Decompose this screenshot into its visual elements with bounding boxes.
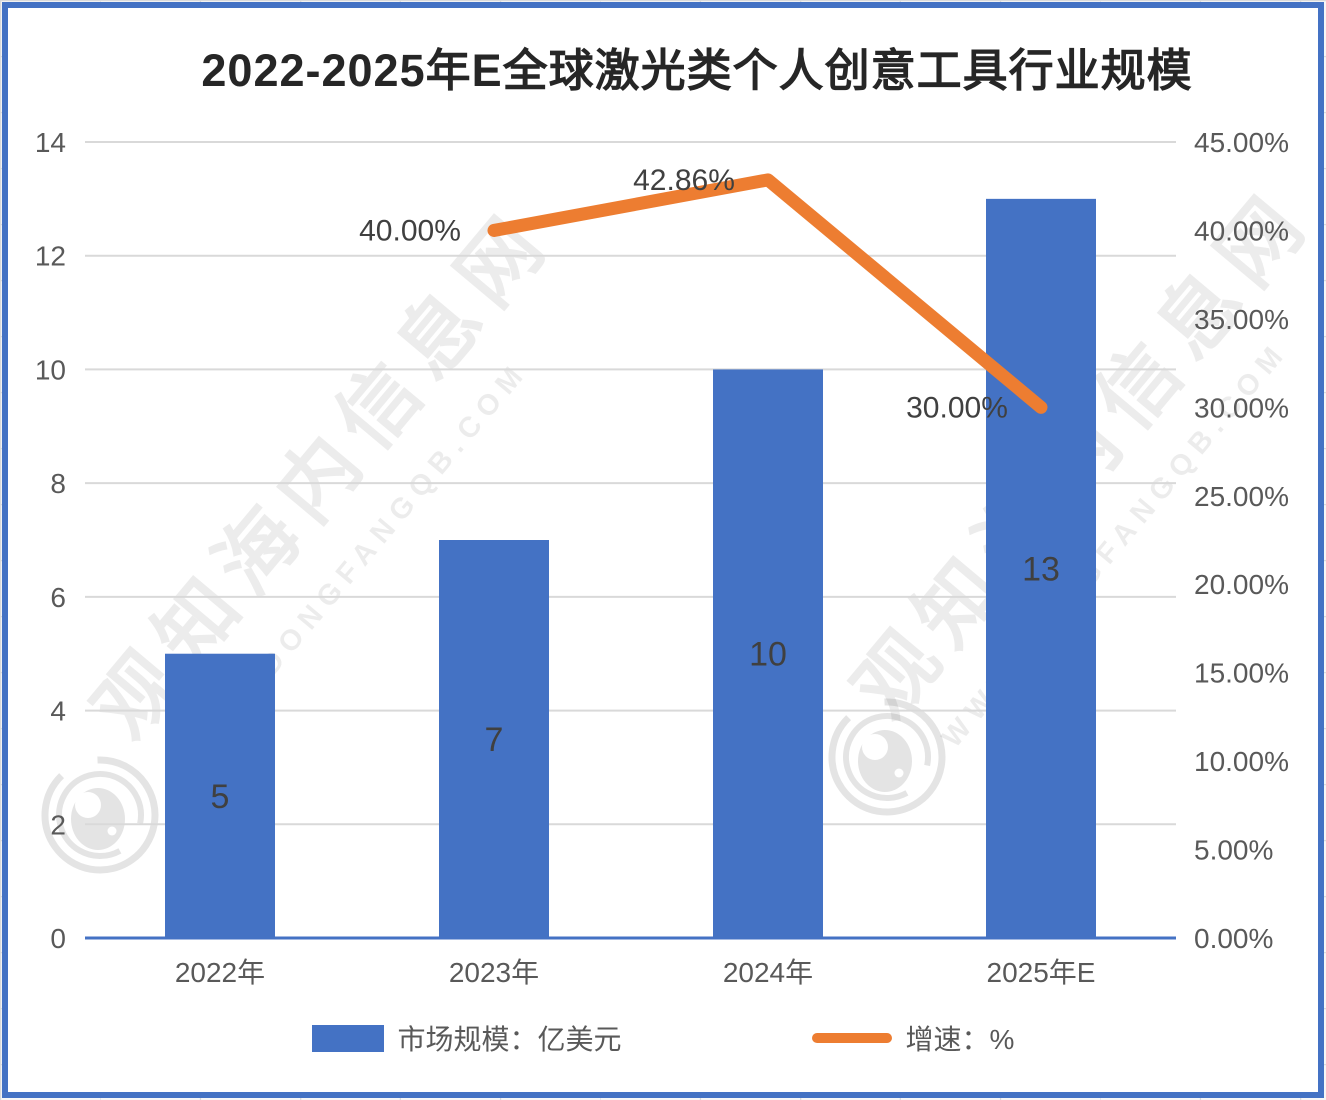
y-right-tick-label: 20.00% (1194, 569, 1289, 600)
y-right-tick-label: 35.00% (1194, 304, 1289, 335)
chart-title: 2022-2025年E全球激光类个人创意工具行业规模 (201, 45, 1193, 96)
y-left-tick-label: 2 (50, 809, 66, 840)
y-left-tick-label: 0 (50, 923, 66, 954)
line-data-label: 42.86% (633, 164, 735, 197)
legend-item-growth-rate: 增速：% (811, 1018, 1015, 1058)
bar-data-label: 7 (485, 721, 504, 759)
x-tick-label: 2025年E (987, 957, 1096, 988)
y-left-tick-label: 12 (35, 241, 66, 272)
bar-data-label: 10 (749, 636, 787, 674)
bar-2025年E (986, 198, 1096, 938)
line-data-label: 40.00% (359, 214, 461, 247)
x-tick-label: 2023年 (449, 957, 539, 988)
y-right-tick-label: 45.00% (1194, 127, 1289, 158)
bar-2022年 (165, 653, 275, 938)
legend: 市场规模：亿美元 增速：% (0, 1018, 1326, 1058)
legend-label: 增速：% (905, 1024, 1015, 1055)
y-left-tick-label: 8 (50, 468, 66, 499)
line-data-label: 30.00% (906, 391, 1008, 424)
y-left-tick-label: 6 (50, 582, 66, 613)
legend-item-market-size: 市场规模：亿美元 (311, 1018, 622, 1058)
y-right-tick-label: 10.00% (1194, 746, 1289, 777)
legend-label: 市场规模：亿美元 (397, 1024, 622, 1055)
y-right-tick-label: 40.00% (1194, 215, 1289, 246)
bar-2023年 (439, 540, 549, 938)
bar-data-label: 5 (211, 778, 230, 816)
x-tick-label: 2022年 (175, 957, 265, 988)
bar-2024年 (713, 369, 823, 938)
y-left-tick-label: 10 (35, 354, 66, 385)
y-left-tick-label: 4 (50, 696, 66, 727)
bar-data-label: 13 (1022, 550, 1060, 588)
y-right-tick-label: 30.00% (1194, 392, 1289, 423)
y-right-tick-label: 25.00% (1194, 481, 1289, 512)
x-tick-label: 2024年 (723, 957, 813, 988)
y-right-tick-label: 0.00% (1194, 923, 1273, 954)
legend-bar-swatch-icon (311, 1024, 384, 1052)
y-right-tick-label: 15.00% (1194, 658, 1289, 689)
growth-rate-line (487, 173, 1048, 414)
y-left-tick-label: 14 (35, 127, 66, 158)
legend-line-swatch-icon (811, 1033, 892, 1043)
y-right-tick-label: 5.00% (1194, 835, 1273, 866)
